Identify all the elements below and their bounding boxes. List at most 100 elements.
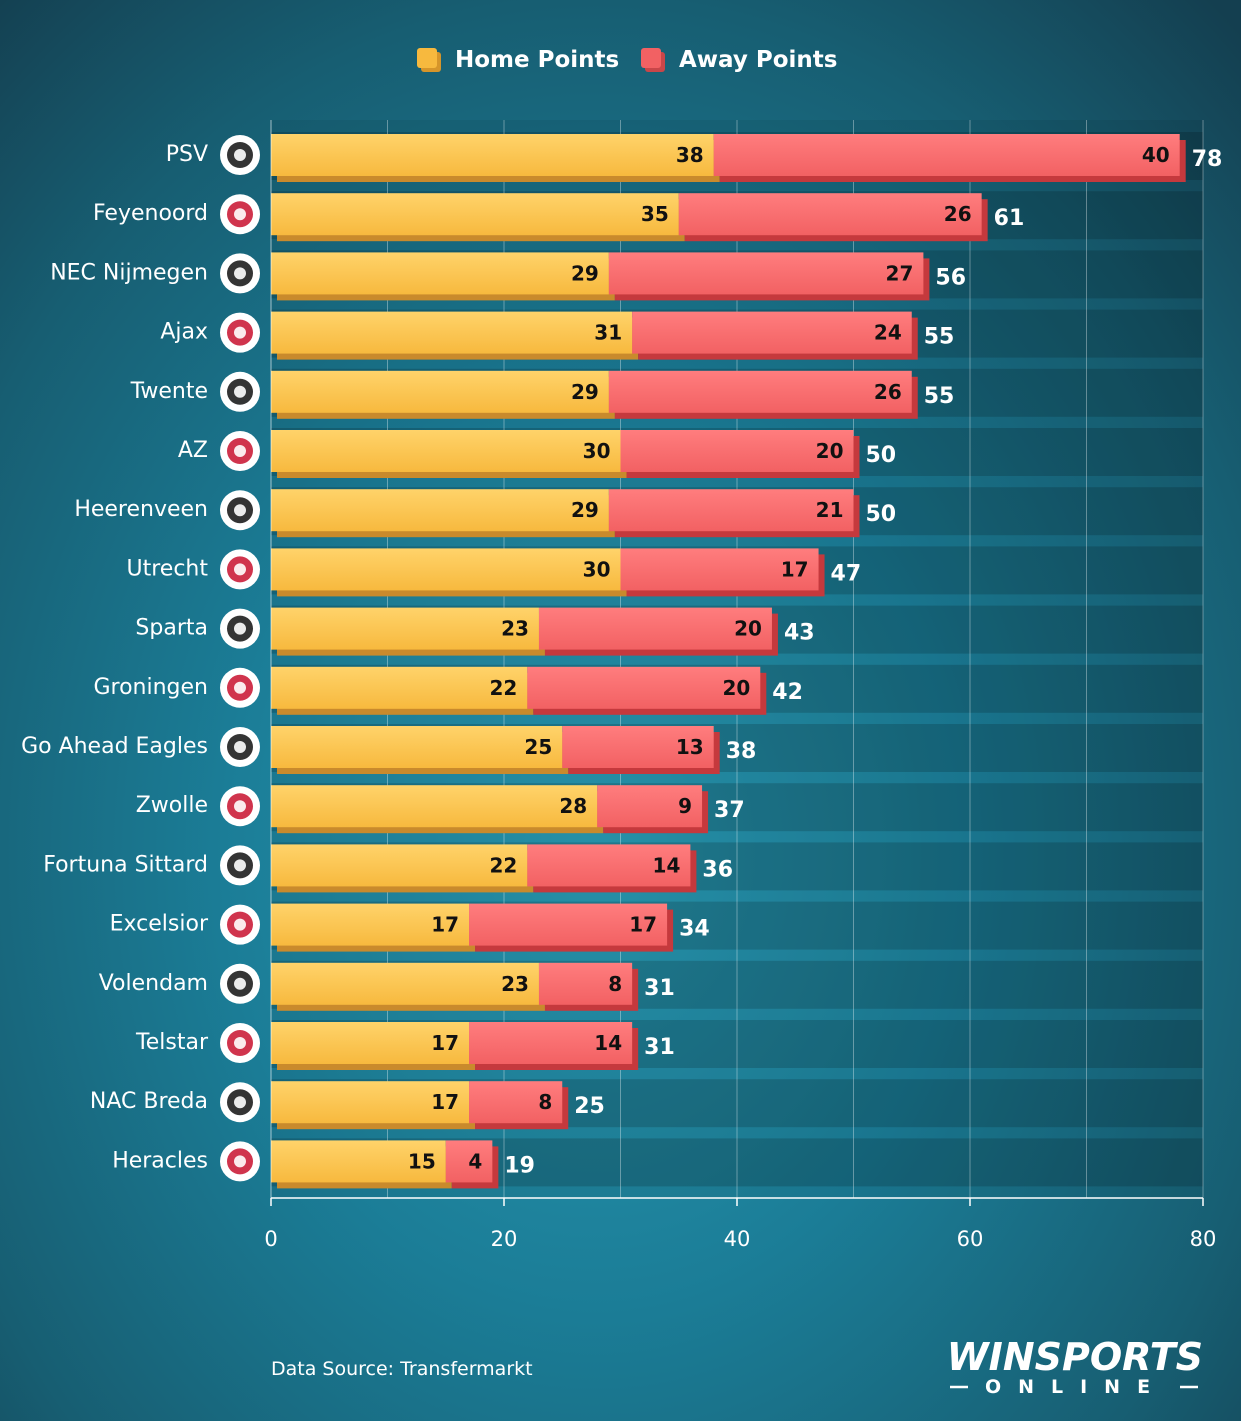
total-value-label: 34: [679, 917, 710, 942]
crest-center: [234, 859, 246, 872]
psv-crest-icon: [220, 135, 260, 175]
away-bar: [608, 489, 854, 532]
bar-row: 29 21 50: [271, 489, 897, 538]
away-bar: [608, 370, 912, 413]
excelsior-crest-icon: [220, 904, 260, 945]
team-label: Ajax: [160, 320, 208, 345]
away-value-label: 9: [678, 794, 692, 818]
team-label: Heracles: [112, 1148, 208, 1173]
utrecht-crest-icon: [220, 549, 260, 590]
bar-row: 17 8 25: [271, 1081, 605, 1130]
home-bar: [271, 370, 609, 413]
data-source-note: Data Source: Transfermarkt: [271, 1358, 533, 1380]
away-value-label: 17: [781, 557, 809, 581]
team-labels: PSV Feyenoord NEC Nijmegen Ajax Twente AZ Heer…: [21, 135, 260, 1182]
bar-row: 15 4 19: [271, 1140, 535, 1189]
team-label: AZ: [178, 438, 208, 463]
legend-home-label: Home Points: [455, 47, 619, 73]
crest-center: [234, 977, 246, 990]
total-value-label: 55: [924, 325, 955, 350]
bar-row: 23 8 31: [271, 962, 675, 1011]
away-value-label: 20: [816, 439, 844, 463]
total-value-label: 50: [866, 502, 897, 527]
home-value-label: 17: [431, 913, 459, 937]
away-bar: [620, 548, 819, 591]
away-value-label: 14: [594, 1031, 622, 1055]
home-bar: [271, 666, 528, 709]
total-value-label: 55: [924, 384, 955, 409]
bar-row: 30 17 47: [271, 548, 861, 597]
nec-crest-icon: [220, 253, 260, 294]
home-bar: [271, 430, 621, 472]
away-bar: [469, 1081, 563, 1124]
team-label: PSV: [166, 142, 208, 167]
away-value-label: 8: [608, 972, 622, 996]
bar-row: 29 27 56: [271, 252, 966, 301]
crest-center: [234, 326, 246, 339]
home-value-label: 38: [676, 143, 704, 167]
team-label: Volendam: [99, 971, 208, 996]
total-value-label: 78: [1192, 147, 1223, 172]
az-crest-icon: [220, 431, 260, 471]
home-bar: [271, 548, 621, 591]
home-value-label: 30: [583, 557, 611, 581]
home-value-label: 15: [408, 1149, 436, 1173]
total-value-label: 25: [574, 1094, 605, 1119]
nac-breda-crest-icon: [220, 1082, 260, 1123]
heerenveen-crest-icon: [220, 490, 260, 531]
volendam-crest-icon: [220, 963, 260, 1004]
away-bar: [562, 726, 714, 768]
home-bar: [271, 844, 528, 887]
home-value-label: 31: [594, 321, 622, 345]
home-value-label: 23: [501, 972, 529, 996]
away-value-label: 26: [944, 202, 972, 226]
total-value-label: 38: [726, 739, 757, 764]
home-value-label: 29: [571, 498, 599, 522]
away-bar: [527, 844, 691, 887]
away-bar: [527, 666, 761, 709]
total-value-label: 43: [784, 621, 815, 646]
away-value-label: 14: [653, 853, 681, 877]
bar-row: 31 24 55: [271, 311, 955, 360]
total-value-label: 36: [702, 857, 733, 882]
home-value-label: 25: [524, 735, 552, 759]
crest-center: [234, 741, 246, 753]
x-tick-label: 80: [1190, 1227, 1217, 1251]
team-label: Groningen: [93, 675, 208, 700]
ajax-crest-icon: [220, 312, 260, 353]
bar-row: 17 14 31: [271, 1022, 675, 1070]
team-label: Telstar: [135, 1030, 209, 1055]
away-bar: [713, 134, 1180, 176]
crest-center: [234, 563, 246, 576]
team-label: NEC Nijmegen: [50, 260, 208, 285]
groningen-crest-icon: [220, 667, 260, 708]
home-bar: [271, 193, 679, 236]
crest-center: [234, 504, 246, 517]
legend-home-swatch: [417, 48, 437, 68]
team-label: Utrecht: [127, 556, 209, 581]
bar-row: 22 14 36: [271, 844, 733, 893]
home-bar: [271, 311, 633, 354]
home-bar: [271, 607, 539, 650]
bar-row: 23 20 43: [271, 607, 815, 656]
home-bar: [271, 962, 539, 1005]
away-value-label: 8: [538, 1090, 552, 1114]
away-bar: [445, 1140, 493, 1183]
away-value-label: 40: [1142, 143, 1170, 167]
home-value-label: 29: [571, 261, 599, 285]
brand-logo-text: WINSPORTS: [947, 1335, 1203, 1379]
twente-crest-icon: [220, 371, 260, 412]
telstar-crest-icon: [220, 1023, 260, 1063]
team-label: Go Ahead Eagles: [21, 734, 208, 759]
team-label: Zwolle: [136, 793, 208, 818]
away-value-label: 17: [629, 913, 657, 937]
home-bar: [271, 903, 470, 946]
team-label: Sparta: [135, 616, 208, 641]
away-value-label: 20: [722, 676, 750, 700]
bar-row: 29 26 55: [271, 370, 955, 419]
team-label: NAC Breda: [90, 1089, 208, 1114]
feyenoord-crest-icon: [220, 194, 260, 235]
crest-center: [234, 622, 246, 635]
team-label: Fortuna Sittard: [43, 852, 208, 877]
total-value-label: 19: [504, 1153, 535, 1178]
